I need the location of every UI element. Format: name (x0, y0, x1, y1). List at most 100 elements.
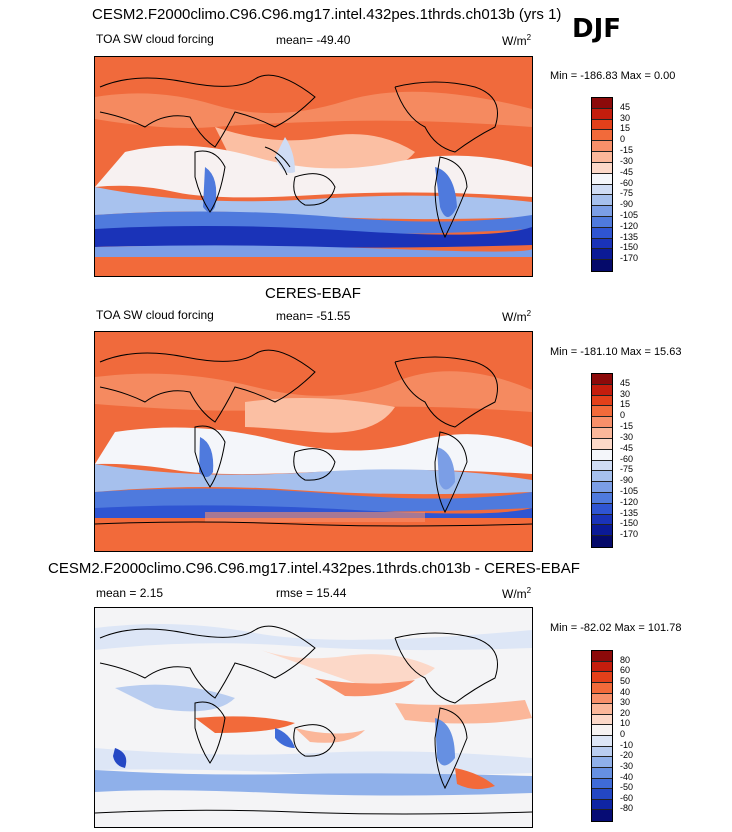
colorbar-swatch (592, 449, 612, 461)
colorbar-tick-label: 80 (620, 654, 631, 665)
colorbar-swatch (592, 374, 612, 385)
colorbar-swatch (592, 428, 612, 439)
colorbar-swatch (592, 460, 612, 472)
colorbar-tick-label: -40 (620, 771, 634, 782)
panel1-units: W/m2 (502, 33, 532, 48)
colorbar-swatch (592, 249, 612, 261)
panel2-colorbar-labels: 45 30 15 0 -15 -30 -45 -60 -75 -90 -105 -120 -135 -15… (620, 373, 660, 546)
colorbar-swatch (592, 98, 612, 109)
colorbar-swatch (592, 672, 612, 683)
colorbar-tick-label: -150 (620, 242, 639, 253)
colorbar-tick-label: 45 (620, 377, 631, 388)
colorbar-tick-label: -15 (620, 421, 634, 432)
colorbar-swatch (592, 714, 612, 726)
colorbar-swatch (592, 173, 612, 185)
colorbar-tick-label: -30 (620, 431, 634, 442)
colorbar-swatch (592, 482, 612, 493)
colorbar-tick-label: -50 (620, 782, 634, 793)
colorbar-swatch (592, 725, 612, 736)
colorbar-swatch (592, 395, 612, 407)
colorbar-swatch (592, 152, 612, 163)
colorbar-swatch (592, 693, 612, 705)
colorbar-tick-label: 30 (620, 697, 631, 708)
colorbar-swatch (592, 746, 612, 758)
panel1-variable: TOA SW cloud forcing (96, 32, 214, 46)
colorbar-swatch (592, 757, 612, 768)
colorbar-swatch (592, 514, 612, 526)
colorbar-tick-label: 0 (620, 134, 626, 145)
panel1-title: CESM2.F2000climo.C96.C96.mg17.intel.432p… (92, 6, 562, 23)
colorbar-tick-label: -45 (620, 166, 634, 177)
colorbar-swatch (592, 810, 612, 821)
colorbar-swatch (592, 736, 612, 747)
colorbar-swatch (592, 206, 612, 217)
colorbar-tick-label: -135 (620, 507, 639, 518)
panel2-minmax: Min = -181.10 Max = 15.63 (550, 346, 682, 358)
colorbar-tick-label: 15 (620, 399, 631, 410)
colorbar-tick-label: 15 (620, 123, 631, 134)
colorbar-tick-label: 45 (620, 101, 631, 112)
colorbar-swatch (592, 438, 612, 450)
colorbar-tick-label: -170 (620, 529, 639, 540)
colorbar-swatch (592, 162, 612, 174)
colorbar-tick-label: 0 (620, 410, 626, 421)
season-label: DJF (572, 14, 622, 44)
colorbar-swatch (592, 503, 612, 515)
colorbar-swatch (592, 778, 612, 790)
colorbar-swatch (592, 260, 612, 271)
colorbar-swatch (592, 108, 612, 120)
panel2-variable: TOA SW cloud forcing (96, 308, 214, 322)
colorbar-tick-label: -120 (620, 220, 639, 231)
colorbar-swatch (592, 704, 612, 715)
colorbar-swatch (592, 227, 612, 239)
colorbar-tick-label: -80 (620, 803, 634, 814)
colorbar-tick-label: -60 (620, 453, 634, 464)
panel3-rmse: rmse = 15.44 (276, 586, 347, 600)
panel2-units: W/m2 (502, 309, 532, 324)
colorbar-tick-label: 0 (620, 729, 626, 739)
panel2-mean: mean= -51.55 (276, 309, 351, 323)
colorbar-tick-label: -90 (620, 199, 634, 210)
colorbar-tick-label: 30 (620, 112, 631, 123)
colorbar-tick-label: -75 (620, 188, 634, 199)
panel1-mean: mean= -49.40 (276, 33, 351, 47)
colorbar-tick-label: -150 (620, 518, 639, 529)
panel2-title: CERES-EBAF (265, 285, 361, 302)
colorbar-tick-label: -30 (620, 760, 634, 771)
colorbar-swatch (592, 492, 612, 504)
colorbar-swatch (592, 130, 612, 142)
panel1-colorbar (591, 97, 613, 272)
colorbar-tick-label: -75 (620, 464, 634, 475)
colorbar-swatch (592, 406, 612, 418)
colorbar-tick-label: -105 (620, 209, 639, 220)
colorbar-tick-label: -120 (620, 496, 639, 507)
panel3-map (94, 607, 533, 828)
colorbar-swatch (592, 661, 612, 673)
panel3-minmax: Min = -82.02 Max = 101.78 (550, 622, 682, 634)
colorbar-swatch (592, 417, 612, 429)
colorbar-tick-label: 50 (620, 675, 631, 686)
panel1-map (94, 56, 533, 277)
colorbar-tick-label: -20 (620, 750, 634, 761)
colorbar-swatch (592, 789, 612, 800)
colorbar-swatch (592, 682, 612, 694)
colorbar-swatch (592, 141, 612, 153)
panel1-colorbar-labels: 45 30 15 0 -15 -30 -45 -60 -75 -90 -105 -120 -135 -15… (620, 97, 660, 270)
colorbar-swatch (592, 195, 612, 207)
panel2-map (94, 331, 533, 552)
panel3-title: CESM2.F2000climo.C96.C96.mg17.intel.432p… (48, 560, 580, 577)
colorbar-tick-label: -15 (620, 145, 634, 156)
colorbar-swatch (592, 184, 612, 196)
colorbar-swatch (592, 238, 612, 250)
panel3-colorbar (591, 650, 613, 822)
colorbar-swatch (592, 471, 612, 483)
colorbar-tick-label: -60 (620, 792, 634, 803)
panel3-colorbar-labels: 80 60 50 40 30 20 10 0 -10 -20 -30 -40 -50 -60 -80 (620, 650, 660, 820)
colorbar-tick-label: -90 (620, 475, 634, 486)
colorbar-tick-label: -30 (620, 155, 634, 166)
colorbar-swatch (592, 651, 612, 662)
panel1-minmax: Min = -186.83 Max = 0.00 (550, 70, 676, 82)
colorbar-tick-label: 60 (620, 665, 631, 676)
colorbar-swatch (592, 799, 612, 811)
colorbar-tick-label: 30 (620, 388, 631, 399)
